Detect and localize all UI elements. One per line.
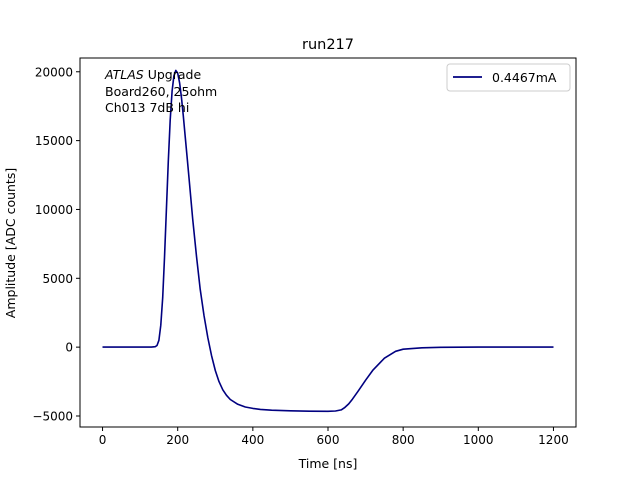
y-tick-label: 20000 [35, 65, 73, 79]
x-tick-label: 0 [99, 433, 107, 447]
legend: 0.4467mA [446, 63, 571, 92]
x-axis-label: Time [ns] [298, 456, 358, 471]
y-tick-label: −5000 [32, 409, 73, 423]
x-tick-label: 600 [317, 433, 340, 447]
annotation: ATLAS Upgrade Board260, 25ohm Ch013 7dB … [104, 67, 217, 115]
x-tick-label: 200 [166, 433, 189, 447]
annotation-line-2: Board260, 25ohm [105, 84, 217, 99]
chart-title: run217 [302, 37, 354, 53]
y-axis: −5000 0 5000 10000 15000 20000 [32, 65, 80, 423]
x-tick-label: 1000 [463, 433, 494, 447]
legend-label: 0.4467mA [492, 70, 557, 85]
y-axis-label: Amplitude [ADC counts] [3, 168, 18, 318]
legend-box [446, 63, 571, 92]
x-axis: 0 200 400 600 800 1000 1200 [99, 427, 569, 447]
annotation-line-3: Ch013 7dB hi [105, 100, 189, 115]
y-tick-label: 10000 [35, 203, 73, 217]
annotation-italic: ATLAS [104, 67, 144, 82]
y-tick-label: 15000 [35, 134, 73, 148]
series-line-0 [102, 69, 554, 413]
annotation-line-1: ATLAS Upgrade [104, 67, 201, 82]
x-tick-label: 800 [392, 433, 415, 447]
x-tick-label: 400 [241, 433, 264, 447]
y-tick-label: 5000 [42, 272, 73, 286]
x-tick-label: 1200 [538, 433, 569, 447]
annotation-line-1-rest: Upgrade [144, 67, 202, 82]
y-tick-label: 0 [65, 341, 73, 355]
